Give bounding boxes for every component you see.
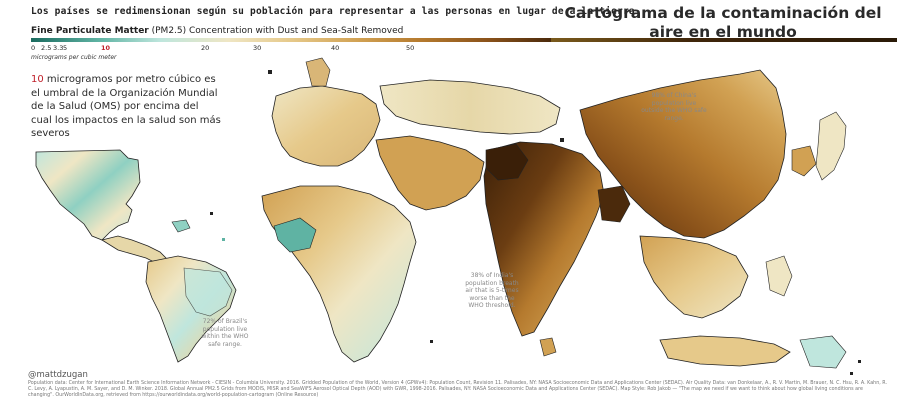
island-pixel [560, 138, 564, 142]
annotation-brazil: 72% of Brazil's population live within t… [201, 318, 249, 348]
annotation-china: 98% of China's population live outside t… [641, 92, 707, 122]
legend-tick: 50 [406, 44, 415, 52]
legend-title-bold: Fine Particulate Matter [31, 26, 149, 36]
region-middle-east [375, 135, 485, 211]
region-north-america [35, 149, 141, 241]
region-china [579, 69, 787, 239]
legend-tick: 30 [253, 44, 262, 52]
title-underline-bar [551, 38, 897, 42]
region-india [483, 141, 605, 337]
who-threshold-note: 10 microgramos por metro cúbico es el um… [31, 73, 221, 141]
region-pakistan [485, 143, 529, 181]
island-pixel [858, 360, 861, 363]
region-brazil [183, 267, 233, 317]
region-caribbean [171, 219, 191, 233]
legend-tick: 40 [331, 44, 340, 52]
who-threshold-value: 10 [31, 74, 44, 85]
region-korea [791, 145, 817, 177]
legend-unit: micrograms per cubic meter [31, 54, 117, 61]
legend-tick-who-threshold: 10 [101, 44, 111, 52]
island-pixel [268, 70, 272, 74]
annotation-india: 38% of India's population breath air tha… [465, 272, 519, 309]
island-pixel [210, 212, 213, 215]
legend-title: Fine Particulate Matter (PM2.5) Concentr… [31, 26, 403, 36]
region-sri-lanka [539, 337, 557, 357]
region-africa [261, 185, 417, 363]
island-pixel [850, 372, 853, 375]
legend-tick: 3.3 [53, 44, 64, 52]
legend-color-bar [31, 38, 551, 42]
region-west-africa [273, 217, 317, 253]
island-pixel [430, 340, 433, 343]
region-philippines [765, 255, 793, 297]
region-bangladesh [597, 185, 631, 223]
region-scandinavia [305, 57, 331, 87]
map-title: Cartograma de la contaminación del aire … [564, 4, 882, 41]
legend-tick: 0 [31, 44, 36, 52]
island-pixel [222, 238, 225, 241]
legend-tick: 2.5 [41, 44, 52, 52]
region-oceania [799, 335, 847, 369]
legend-title-rest: (PM2.5) Concentration with Dust and Sea-… [148, 26, 404, 36]
region-indonesia [659, 335, 791, 367]
region-europe [271, 85, 381, 167]
region-japan [815, 111, 847, 181]
source-credits: Population data: Center for Internationa… [28, 381, 887, 398]
region-southeast-asia [639, 235, 749, 319]
who-threshold-text: microgramos por metro cúbico es el umbra… [31, 74, 221, 139]
map-subtitle: Los países se redimensionan según su pob… [31, 6, 635, 17]
legend-tick: 5 [63, 44, 68, 52]
region-russia [379, 79, 561, 135]
legend-tick: 20 [201, 44, 210, 52]
author-credit: @mattdzugan [28, 370, 88, 380]
